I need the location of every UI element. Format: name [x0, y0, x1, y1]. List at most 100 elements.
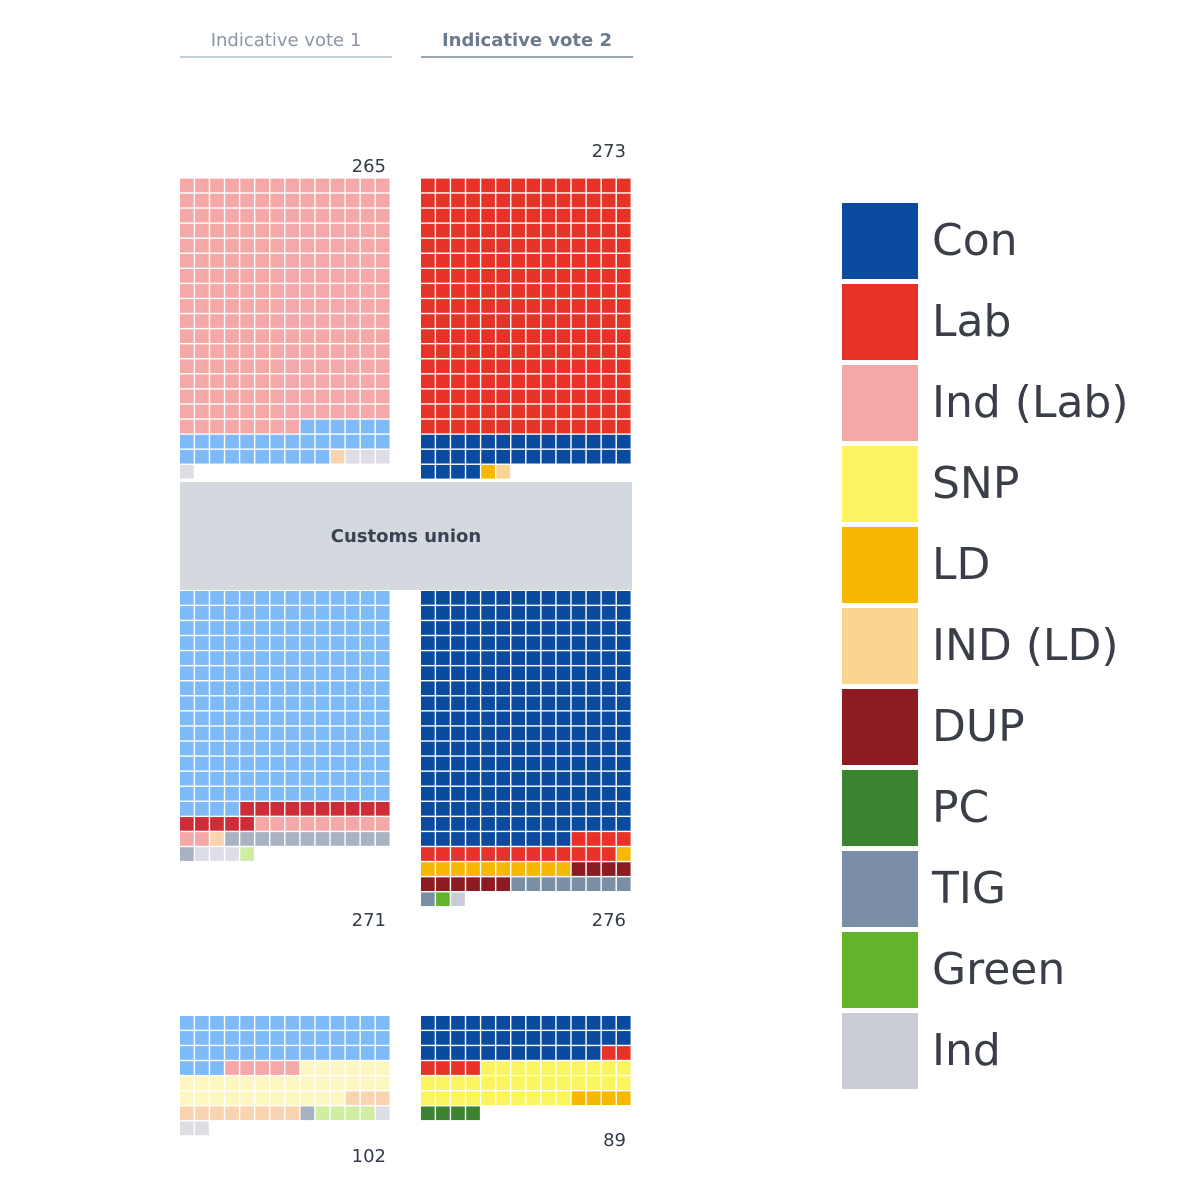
seat-con-vote1-below — [330, 786, 345, 801]
seat-lab-vote2-above — [586, 389, 601, 404]
seat-con-vote1-below — [240, 681, 254, 696]
seat-con-vote2-bottom — [496, 1046, 511, 1060]
seat-lab-vote2-above — [571, 329, 586, 343]
seat-con-vote1-below — [255, 621, 270, 635]
seat-con-vote1-below — [360, 606, 375, 620]
seat-con-vote2-below — [556, 786, 571, 801]
seat-ind-lab-vote1-above — [270, 223, 285, 238]
seat-con-vote2-above — [541, 449, 556, 464]
seat-con-vote1-below — [240, 666, 254, 681]
seat-con-vote1-below — [210, 696, 224, 711]
seat-con-vote2-below — [421, 726, 435, 741]
seat-snp-vote2-bottom — [421, 1076, 435, 1090]
seat-con-vote1-bottom — [330, 1016, 345, 1030]
seat-ind-vote1-above — [180, 464, 194, 479]
seat-con-vote1-below — [330, 696, 345, 711]
seat-con-vote1-above — [315, 419, 330, 434]
seat-lab-vote2-bottom — [421, 1061, 435, 1075]
seat-ind-lab-vote1-above — [255, 329, 270, 343]
seat-con-vote2-bottom — [436, 1046, 450, 1060]
seat-lab-vote2-above — [601, 193, 616, 208]
seat-ind-lab-vote1-above — [225, 193, 239, 208]
seat-lab-vote2-above — [496, 314, 511, 328]
seat-con-vote1-below — [300, 756, 315, 771]
seat-con-vote2-below — [571, 591, 586, 605]
seat-snp-vote2-bottom — [481, 1076, 495, 1090]
seat-lab-vote1-below — [300, 801, 315, 816]
seat-con-vote2-below — [616, 651, 631, 665]
seat-ind-lab-vote1-above — [195, 238, 209, 253]
seat-con-vote1-below — [315, 651, 330, 665]
seat-ind-ld-vote1-bottom — [375, 1091, 390, 1106]
seat-lab-vote2-above — [586, 269, 601, 283]
seat-ind-lab-vote1-above — [300, 193, 315, 208]
seat-ld-vote2-below — [481, 862, 495, 876]
seat-snp-vote2-bottom — [601, 1076, 616, 1090]
seat-con-vote2-below — [586, 606, 601, 620]
seat-con-vote1-above — [360, 419, 375, 434]
seat-ind-lab-vote1-above — [315, 208, 330, 223]
seat-con-vote2-below — [616, 711, 631, 726]
seat-snp-vote2-bottom — [451, 1091, 465, 1106]
seat-snp-vote1-bottom — [240, 1076, 254, 1090]
seat-lab-vote2-above — [556, 193, 571, 208]
seat-con-vote1-below — [180, 771, 194, 786]
seat-ind-ld-vote1-bottom — [360, 1091, 375, 1106]
seat-ind-lab-vote1-above — [195, 208, 209, 223]
seat-con-vote1-below — [210, 636, 224, 650]
seat-lab-vote2-above — [586, 314, 601, 328]
seat-ind-lab-vote1-above — [255, 374, 270, 389]
seat-con-vote2-below — [616, 606, 631, 620]
seat-con-vote2-below — [436, 696, 450, 711]
seat-lab-vote2-above — [601, 178, 616, 193]
seat-con-vote2-below — [616, 786, 631, 801]
seat-lab-vote1-below — [270, 801, 285, 816]
seat-con-vote2-below — [541, 832, 556, 846]
seat-con-vote1-below — [360, 726, 375, 741]
seat-lab-vote2-above — [496, 419, 511, 434]
seat-lab-vote2-above — [451, 193, 465, 208]
seat-con-vote2-below — [481, 636, 495, 650]
seat-con-vote1-below — [180, 621, 194, 635]
seat-ind-lab-vote1-above — [180, 419, 194, 434]
seat-con-vote2-below — [526, 606, 541, 620]
seat-snp-vote2-bottom — [556, 1061, 571, 1075]
seat-lab-vote2-above — [481, 314, 495, 328]
seat-ind-vote2-below — [451, 892, 465, 907]
seat-con-vote1-bottom — [270, 1016, 285, 1030]
seat-con-vote2-below — [586, 681, 601, 696]
seat-snp-vote1-bottom — [315, 1076, 330, 1090]
seat-ld-vote2-below — [421, 862, 435, 876]
seat-ind-vote1-bottom — [180, 1121, 194, 1136]
seat-snp-vote2-bottom — [511, 1076, 526, 1090]
seat-ind-lab-vote1-above — [180, 389, 194, 404]
seat-con-vote2-below — [496, 681, 511, 696]
seat-con-vote1-below — [345, 591, 360, 605]
seat-dup-vote2-below — [571, 862, 586, 876]
seat-lab-vote2-above — [571, 178, 586, 193]
tab-indicative-vote-2[interactable]: Indicative vote 2 — [421, 30, 633, 58]
seat-con-vote1-below — [375, 606, 390, 620]
seat-lab-vote2-above — [571, 253, 586, 268]
seat-con-vote2-bottom — [526, 1046, 541, 1060]
seat-con-vote1-bottom — [240, 1046, 254, 1060]
seat-lab-vote2-above — [571, 284, 586, 298]
seat-dup-vote2-below — [421, 877, 435, 891]
seat-ld-vote2-below — [616, 847, 631, 861]
seat-con-vote1-bottom — [180, 1046, 194, 1060]
seat-con-vote2-below — [481, 681, 495, 696]
seat-con-vote1-below — [210, 651, 224, 665]
seat-con-vote2-below — [481, 606, 495, 620]
seat-con-vote1-below — [285, 786, 300, 801]
seat-ind-lab-vote1-above — [210, 374, 224, 389]
seat-green-vote1-bottom — [345, 1106, 360, 1121]
seat-con-vote2-below — [616, 726, 631, 741]
seat-snp-vote2-bottom — [601, 1061, 616, 1075]
seat-lab-vote2-above — [496, 344, 511, 359]
seat-con-vote1-below — [285, 666, 300, 681]
seat-ind-lab-vote1-above — [360, 178, 375, 193]
seat-ind-lab-vote1-above — [315, 299, 330, 313]
seat-ind-lab-vote1-above — [240, 223, 254, 238]
seat-lab-vote2-above — [481, 374, 495, 389]
tab-indicative-vote-1[interactable]: Indicative vote 1 — [180, 30, 392, 58]
